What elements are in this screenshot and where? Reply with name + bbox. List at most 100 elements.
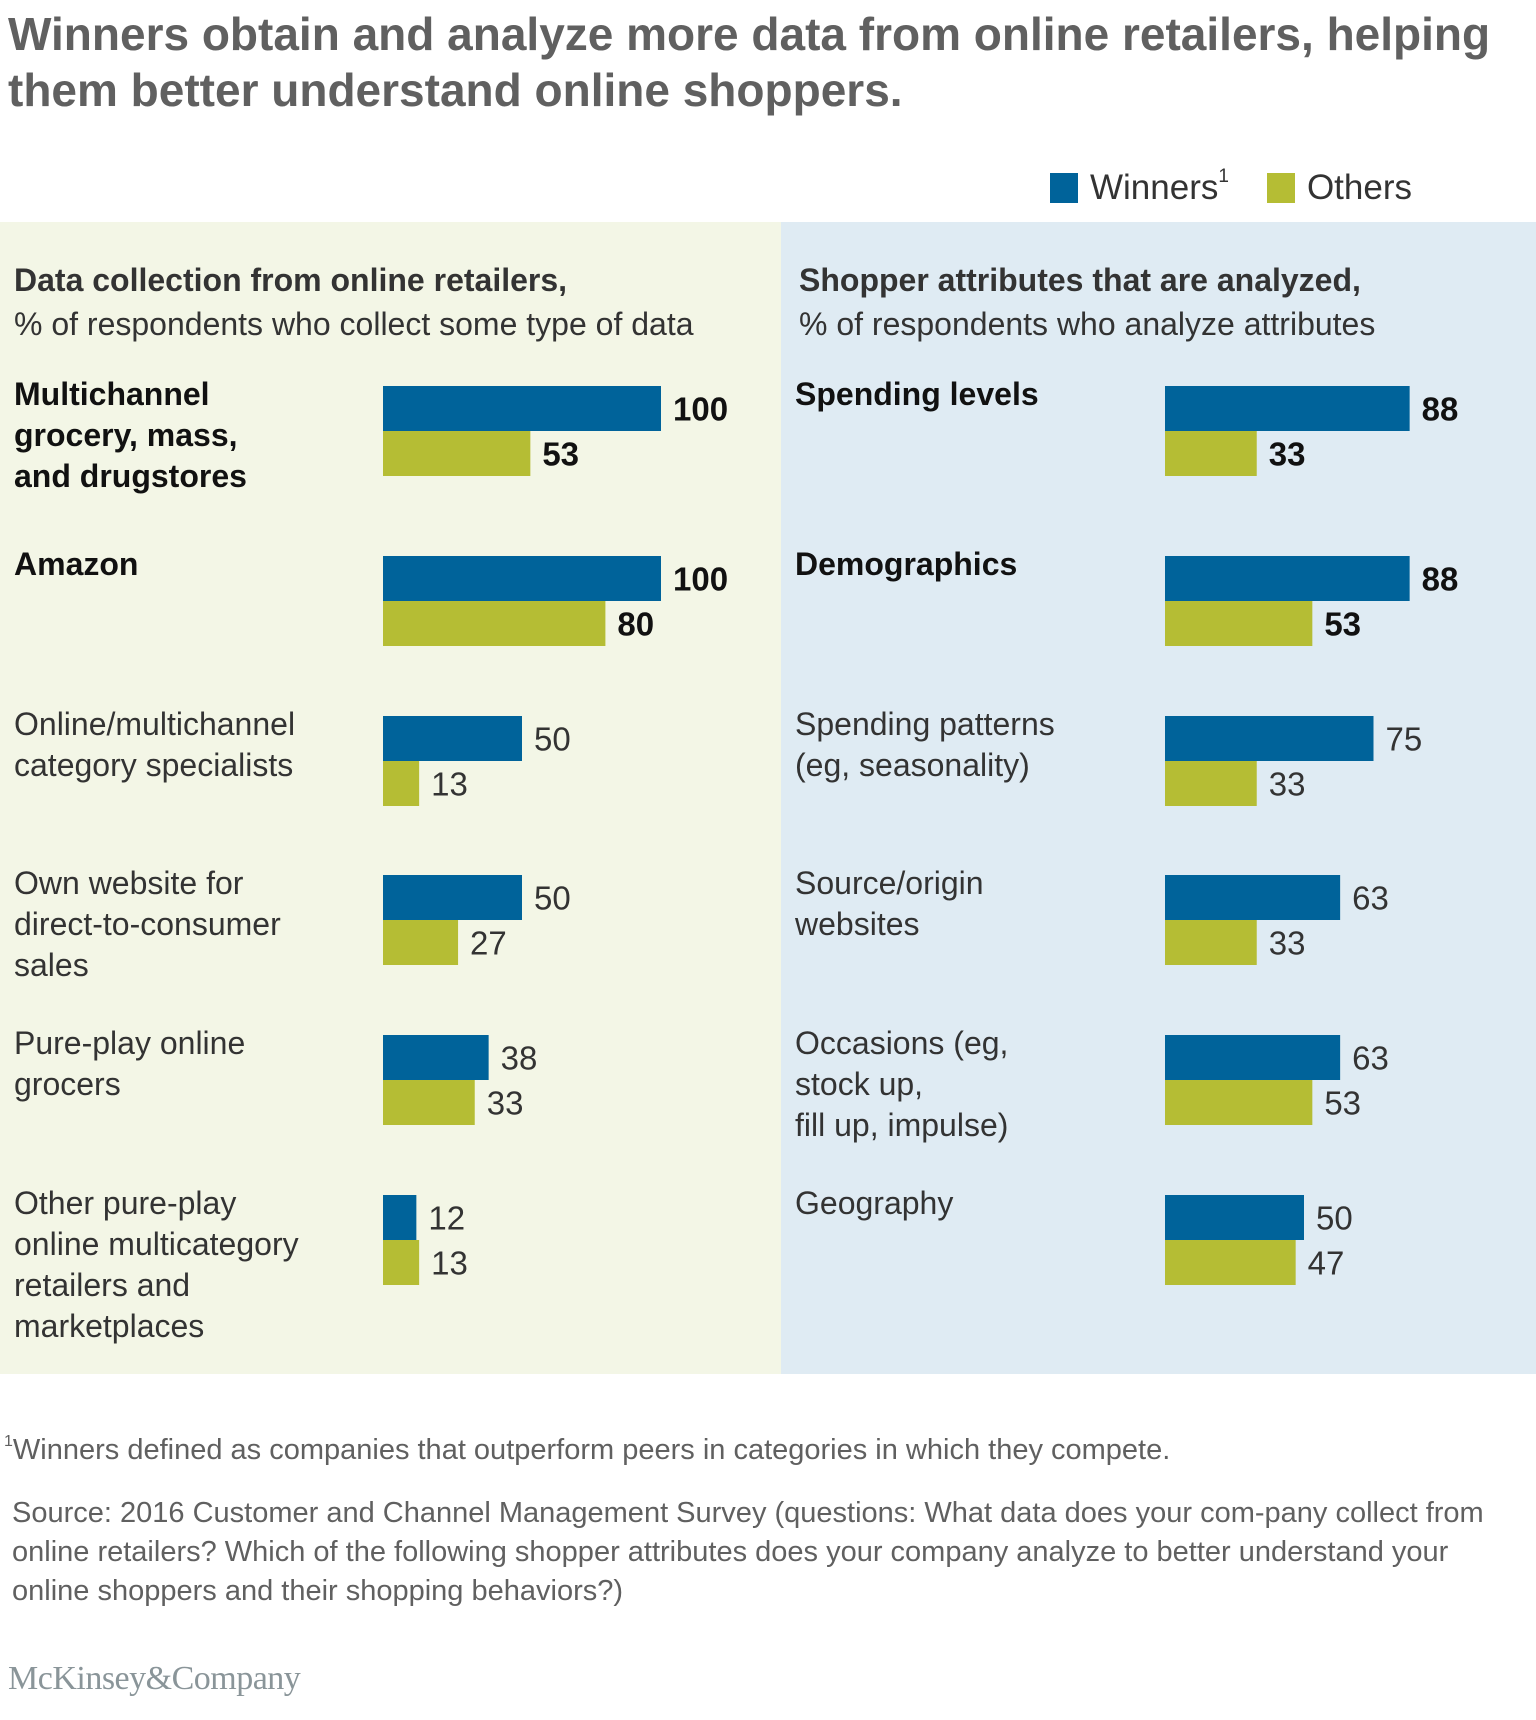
category-label: Spending patterns (eg, seasonality) [795, 704, 1125, 786]
data-label-others: 33 [487, 1085, 524, 1122]
legend-label-winners: Winners1 [1090, 166, 1229, 208]
category-label-line: marketplaces [14, 1308, 205, 1344]
legend: Winners1 Others [1050, 166, 1450, 208]
data-label-others: 80 [617, 606, 654, 643]
category-label-line: grocery, mass, [14, 417, 238, 453]
data-label-winners: 38 [501, 1040, 538, 1077]
bar-others [1165, 920, 1257, 965]
data-label-others: 27 [470, 925, 507, 962]
footnote-text: Winners defined as companies that outper… [12, 1434, 1171, 1466]
category-label: Occasions (eg, stock up, fill up, impulse) [795, 1023, 1125, 1146]
category-label-line: and drugstores [14, 458, 247, 494]
category-label: Demographics [795, 544, 1125, 585]
data-label-winners: 88 [1422, 391, 1459, 428]
bar-winners [1165, 875, 1341, 920]
category-label: Other pure-play online multicategory retai… [14, 1183, 344, 1347]
data-label-others: 53 [1324, 606, 1361, 643]
category-label: Own website for direct-to-consumer sales [14, 863, 344, 986]
bar-winners [383, 556, 661, 601]
bar-others [1165, 761, 1257, 806]
bar-others [383, 761, 420, 806]
category-label-line: Multichannel [14, 376, 210, 412]
data-label-winners: 88 [1422, 561, 1459, 598]
bar-others [383, 601, 606, 646]
legend-swatch-others [1266, 173, 1295, 203]
bar-winners [1165, 1035, 1341, 1080]
panel-heading-title: Shopper attributes that are analyzed, [799, 262, 1361, 298]
bar-winners [383, 1035, 489, 1080]
data-label-winners: 12 [428, 1200, 465, 1237]
panel-heading-shopper-attributes: Shopper attributes that are analyzed, % … [799, 258, 1375, 346]
category-label-line: Other pure-play [14, 1185, 237, 1221]
legend-label-others: Others [1306, 168, 1412, 207]
data-label-winners: 63 [1352, 1040, 1389, 1077]
bar-winners [1165, 386, 1410, 431]
bar-winners [383, 875, 522, 920]
bar-others [1165, 431, 1257, 476]
panel-heading-data-collection: Data collection from online retailers, %… [14, 258, 694, 346]
data-label-others: 33 [1269, 766, 1306, 803]
data-label-winners: 50 [534, 880, 571, 917]
category-label-line: Own website for [14, 865, 244, 901]
category-label: Amazon [14, 544, 344, 585]
data-label-others: 13 [431, 766, 468, 803]
bar-others [383, 1240, 420, 1285]
chart-title: Winners obtain and analyze more data fro… [8, 8, 1491, 116]
legend-swatch-winners [1050, 173, 1078, 203]
category-label-line: websites [795, 906, 920, 942]
data-label-others: 13 [431, 1245, 468, 1282]
category-label-line: sales [14, 947, 89, 983]
category-label-line: Amazon [14, 546, 139, 582]
bar-others [1165, 1080, 1313, 1125]
data-label-winners: 50 [534, 721, 571, 758]
data-label-others: 33 [1269, 436, 1306, 473]
category-label-line: Spending patterns [795, 706, 1055, 742]
bar-others [383, 431, 531, 476]
category-label-line: retailers and [14, 1267, 191, 1303]
category-label-line: Demographics [795, 546, 1018, 582]
panel-heading-subtitle: % of respondents who collect some type o… [14, 306, 694, 342]
bar-winners [1165, 556, 1410, 601]
legend-item-others: Others [1266, 168, 1412, 208]
data-label-winners: 100 [673, 561, 728, 598]
data-label-others: 47 [1308, 1245, 1345, 1282]
data-label-winners: 75 [1386, 721, 1423, 758]
category-label-line: (eg, seasonality) [795, 747, 1030, 783]
footnote-marker: 1 [4, 1433, 13, 1451]
panel-shopper-attributes: Shopper attributes that are analyzed, % … [781, 222, 1536, 1374]
category-label-line: Spending levels [795, 376, 1039, 412]
panel-heading-subtitle: % of respondents who analyze attributes [799, 306, 1376, 342]
category-label-line: fill up, impulse) [795, 1107, 1009, 1143]
bar-others [383, 920, 459, 965]
bar-winners [1165, 716, 1374, 761]
category-label-line: Geography [795, 1185, 954, 1221]
category-label-line: Source/origin [795, 865, 984, 901]
data-label-winners: 50 [1316, 1200, 1353, 1237]
category-label-line: Occasions (eg, [795, 1025, 1009, 1061]
bar-winners [1165, 1195, 1304, 1240]
footnote: 1Winners defined as companies that outpe… [4, 1433, 1171, 1467]
data-label-winners: 100 [673, 391, 728, 428]
data-label-winners: 63 [1352, 880, 1389, 917]
legend-item-winners: Winners1 [1050, 166, 1229, 208]
bar-others [1165, 601, 1313, 646]
category-label-line: online multicategory [14, 1226, 299, 1262]
source-note: Source: 2016 Customer and Channel Manage… [12, 1497, 1484, 1607]
legend-text-winners: Winners [1090, 168, 1219, 207]
data-label-others: 53 [542, 436, 579, 473]
category-label: Multichannel grocery, mass, and drugstores [14, 374, 344, 497]
panel-heading-title: Data collection from online retailers, [14, 262, 568, 298]
data-label-others: 33 [1269, 925, 1306, 962]
data-label-others: 53 [1324, 1085, 1361, 1122]
category-label: Online/multichannel category specialists [14, 704, 344, 786]
bar-winners [383, 1195, 417, 1240]
category-label: Spending levels [795, 374, 1125, 415]
bar-others [383, 1080, 475, 1125]
bar-winners [383, 386, 661, 431]
category-label-line: stock up, [795, 1066, 924, 1102]
category-label-line: category specialists [14, 747, 294, 783]
category-label-line: Online/multichannel [14, 706, 296, 742]
category-label: Source/origin websites [795, 863, 1125, 945]
category-label-line: grocers [14, 1066, 121, 1102]
